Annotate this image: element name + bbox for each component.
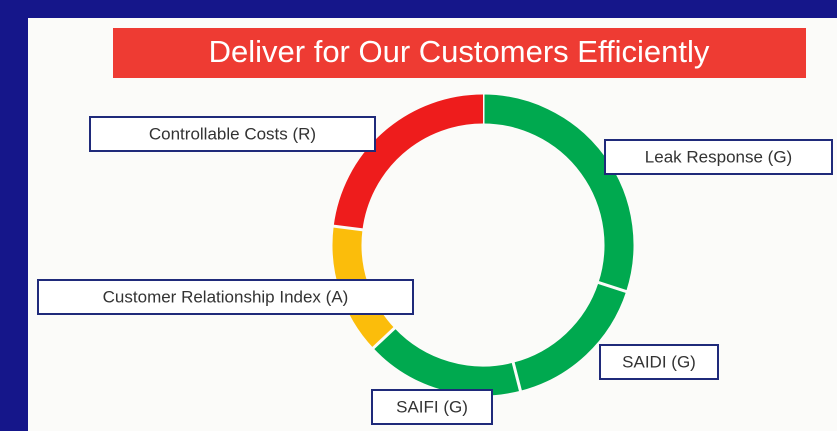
- title-box: [113, 28, 806, 78]
- category-label: SAIFI (G): [396, 397, 468, 416]
- label-box: [89, 116, 376, 152]
- segment-gap: [361, 317, 407, 360]
- chart-title: Deliver for Our Customers Efficiently: [209, 34, 710, 69]
- donut-segment: [333, 94, 484, 231]
- category-label: Controllable Costs (R): [149, 124, 316, 143]
- category-label: Customer Relationship Index (A): [103, 287, 349, 306]
- segment-gap: [319, 222, 378, 234]
- segment-gap: [584, 276, 641, 298]
- label-box: [599, 344, 719, 380]
- donut-segment: [482, 94, 634, 292]
- label-box: [604, 139, 833, 175]
- label-box: [37, 279, 414, 315]
- donut-segment: [512, 282, 627, 391]
- donut-segment: [373, 327, 521, 396]
- segment-gap: [508, 348, 526, 406]
- label-box: [371, 389, 493, 425]
- category-label: Leak Response (G): [645, 147, 792, 166]
- category-label: SAIDI (G): [622, 352, 696, 371]
